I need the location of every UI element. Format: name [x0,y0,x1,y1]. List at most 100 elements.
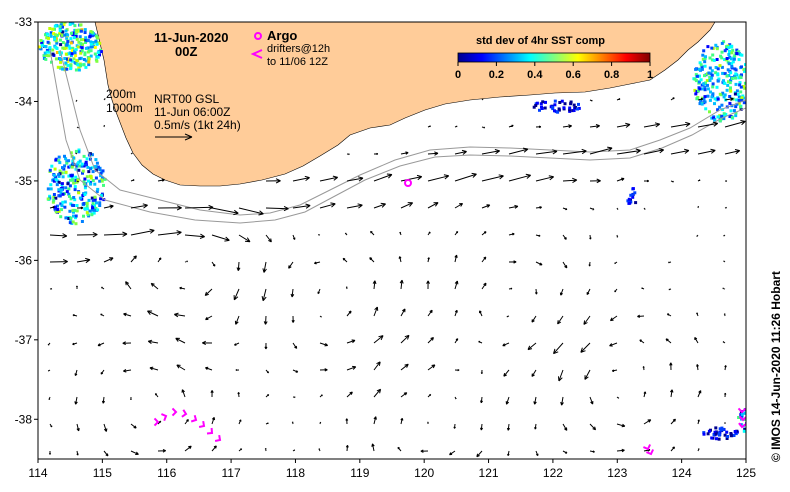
isobath-200m [59,49,746,216]
sst-pixel [720,41,724,45]
sst-pixel [711,82,715,86]
current-arrow [454,125,458,128]
current-arrow [533,396,537,405]
current-arrow [562,148,587,155]
sst-pixel [89,176,93,180]
current-arrow [184,419,189,425]
sst-pixel [80,48,84,52]
sst-pixel [729,86,732,90]
current-arrow [211,207,239,216]
sst-pixel [99,197,103,201]
sst-pixel [71,22,75,25]
sst-pixel [72,210,75,214]
current-arrow [103,423,108,432]
sst-pixel [76,162,80,166]
current-arrow [157,178,165,182]
sst-pixel [63,47,66,50]
current-arrow [292,369,299,373]
sst-pixel [718,119,722,123]
sst-pixel [697,89,700,93]
sst-pixel [82,214,85,218]
sst-pixel [730,115,734,119]
sst-pixel [728,50,731,53]
drifter-chevron [190,414,198,423]
sst-pixel [92,211,96,215]
current-arrow [130,179,135,182]
current-arrow [589,207,595,211]
sst-pixel [83,31,87,34]
current-arrow [534,423,537,430]
current-arrow [149,366,159,371]
current-arrow [527,342,537,351]
sst-pixel [732,109,736,113]
current-arrow [420,449,429,453]
current-arrow [644,179,650,183]
current-arrow [454,172,477,182]
current-arrow [427,309,433,317]
current-arrow [478,340,483,344]
sst-pixel [693,88,697,92]
sst-pixel [730,77,734,80]
current-arrow [723,313,726,317]
sst-pixel [569,100,573,104]
sst-pixel [98,204,102,207]
sst-pixel [68,51,72,55]
sst-pixel [727,46,731,50]
sst-pixel [58,161,62,165]
current-arrow [670,148,690,155]
sst-pixel [717,437,721,441]
sst-pixel [46,32,49,36]
sst-pixel [98,53,101,57]
current-arrow [642,366,645,371]
current-arrow [670,418,676,425]
current-arrow [400,392,408,398]
sst-pixel [735,102,739,106]
current-arrow [643,148,665,155]
current-arrow [724,97,734,102]
sst-pixel [58,29,62,32]
current-arrow [319,315,322,318]
current-arrow [616,396,620,399]
current-arrow [668,261,672,264]
current-arrow [508,260,517,264]
sst-pixel [543,106,547,110]
sst-pixel [94,168,98,172]
y-tick-label: -37 [15,333,33,347]
sst-pixel [53,207,57,211]
sst-pixel [728,56,732,59]
sst-pixel [61,175,65,179]
current-arrow [103,204,114,209]
sst-pixel [72,214,75,218]
sst-pixel [722,95,726,99]
current-arrow [589,234,592,240]
sst-pixel [60,204,64,208]
current-arrow [531,315,537,323]
sst-pixel [69,58,73,62]
sst-pixel [94,34,98,38]
sst-pixel [74,175,78,179]
current-arrow [505,396,510,405]
sst-pixel [93,46,97,49]
sst-pixel [54,205,57,209]
current-arrow [345,418,349,425]
current-arrow [211,261,216,267]
current-arrow [426,280,430,290]
current-arrow [371,443,375,452]
sst-pixel [93,182,97,186]
sst-pixel [628,201,632,205]
current-arrow [398,256,402,263]
sst-pixel [84,191,88,195]
sst-pixel [55,24,59,28]
current-arrow [181,389,186,398]
sst-pixel [711,85,715,89]
sst-pixel [77,68,81,72]
sst-pixel [73,61,77,65]
map-date: 11-Jun-2020 [154,30,228,45]
current-arrow [506,315,510,318]
current-arrow [345,444,349,452]
sst-pixel [558,101,562,104]
sst-pixel [634,201,638,205]
sst-pixel [721,71,725,75]
sst-pixel [63,57,67,60]
sst-pixel [91,204,95,207]
